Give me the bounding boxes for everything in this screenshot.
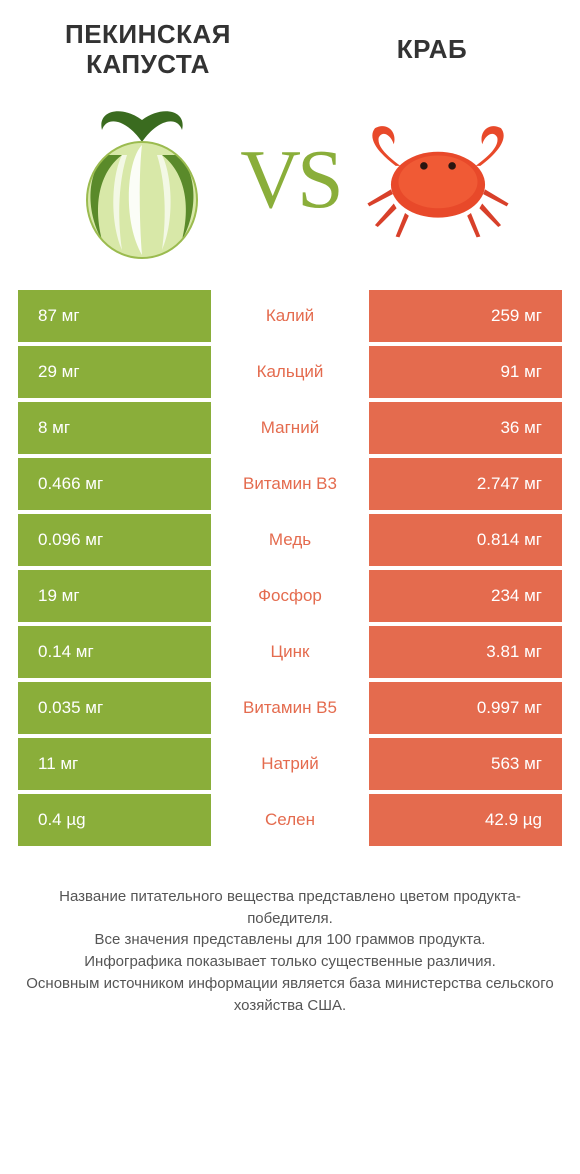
footer-line: Все значения представлены для 100 граммо… — [26, 929, 554, 951]
left-value-cell: 0.096 мг — [18, 514, 211, 566]
nutrient-label: Витамин B3 — [215, 458, 365, 510]
nutrient-label: Медь — [215, 514, 365, 566]
right-value-cell: 563 мг — [369, 738, 562, 790]
nutrient-label: Кальций — [215, 346, 365, 398]
right-value-cell: 91 мг — [369, 346, 562, 398]
table-row: 87 мгКалий259 мг — [18, 290, 562, 342]
left-value-cell: 0.035 мг — [18, 682, 211, 734]
right-value-cell: 3.81 мг — [369, 626, 562, 678]
right-value-cell: 42.9 µg — [369, 794, 562, 846]
right-value-cell: 259 мг — [369, 290, 562, 342]
nutrient-label: Цинк — [215, 626, 365, 678]
left-value-cell: 29 мг — [18, 346, 211, 398]
table-row: 8 мгМагний36 мг — [18, 402, 562, 454]
left-value-cell: 19 мг — [18, 570, 211, 622]
table-row: 0.14 мгЦинк3.81 мг — [18, 626, 562, 678]
left-value-cell: 0.466 мг — [18, 458, 211, 510]
left-value-cell: 0.4 µg — [18, 794, 211, 846]
nutrient-label: Магний — [215, 402, 365, 454]
left-product-image — [62, 100, 222, 260]
left-product-title: ПЕКИНСКАЯ КАПУСТА — [18, 20, 278, 80]
table-row: 0.466 мгВитамин B32.747 мг — [18, 458, 562, 510]
nutrient-label: Калий — [215, 290, 365, 342]
right-product-title: КРАБ — [302, 35, 562, 65]
nutrient-label: Фосфор — [215, 570, 365, 622]
cabbage-icon — [67, 100, 217, 260]
nutrient-label: Витамин B5 — [215, 682, 365, 734]
left-value-cell: 8 мг — [18, 402, 211, 454]
table-row: 11 мгНатрий563 мг — [18, 738, 562, 790]
table-row: 0.4 µgСелен42.9 µg — [18, 794, 562, 846]
table-row: 0.096 мгМедь0.814 мг — [18, 514, 562, 566]
right-value-cell: 234 мг — [369, 570, 562, 622]
vs-label: VS — [240, 131, 339, 228]
footer-line: Название питательного вещества представл… — [26, 886, 554, 930]
titles-row: ПЕКИНСКАЯ КАПУСТА КРАБ — [18, 20, 562, 80]
right-value-cell: 36 мг — [369, 402, 562, 454]
right-value-cell: 0.997 мг — [369, 682, 562, 734]
footer-notes: Название питательного вещества представл… — [18, 886, 562, 1017]
images-row: VS — [18, 100, 562, 260]
crab-icon — [358, 110, 518, 250]
footer-line: Инфографика показывает только существенн… — [26, 951, 554, 973]
right-product-image — [358, 100, 518, 260]
right-value-cell: 0.814 мг — [369, 514, 562, 566]
table-row: 0.035 мгВитамин B50.997 мг — [18, 682, 562, 734]
left-value-cell: 0.14 мг — [18, 626, 211, 678]
nutrition-table: 87 мгКалий259 мг29 мгКальций91 мг8 мгМаг… — [18, 290, 562, 846]
nutrient-label: Натрий — [215, 738, 365, 790]
infographic-container: ПЕКИНСКАЯ КАПУСТА КРАБ VS — [0, 0, 580, 1016]
table-row: 19 мгФосфор234 мг — [18, 570, 562, 622]
nutrient-label: Селен — [215, 794, 365, 846]
table-row: 29 мгКальций91 мг — [18, 346, 562, 398]
left-value-cell: 11 мг — [18, 738, 211, 790]
footer-line: Основным источником информации является … — [26, 973, 554, 1017]
left-value-cell: 87 мг — [18, 290, 211, 342]
right-value-cell: 2.747 мг — [369, 458, 562, 510]
